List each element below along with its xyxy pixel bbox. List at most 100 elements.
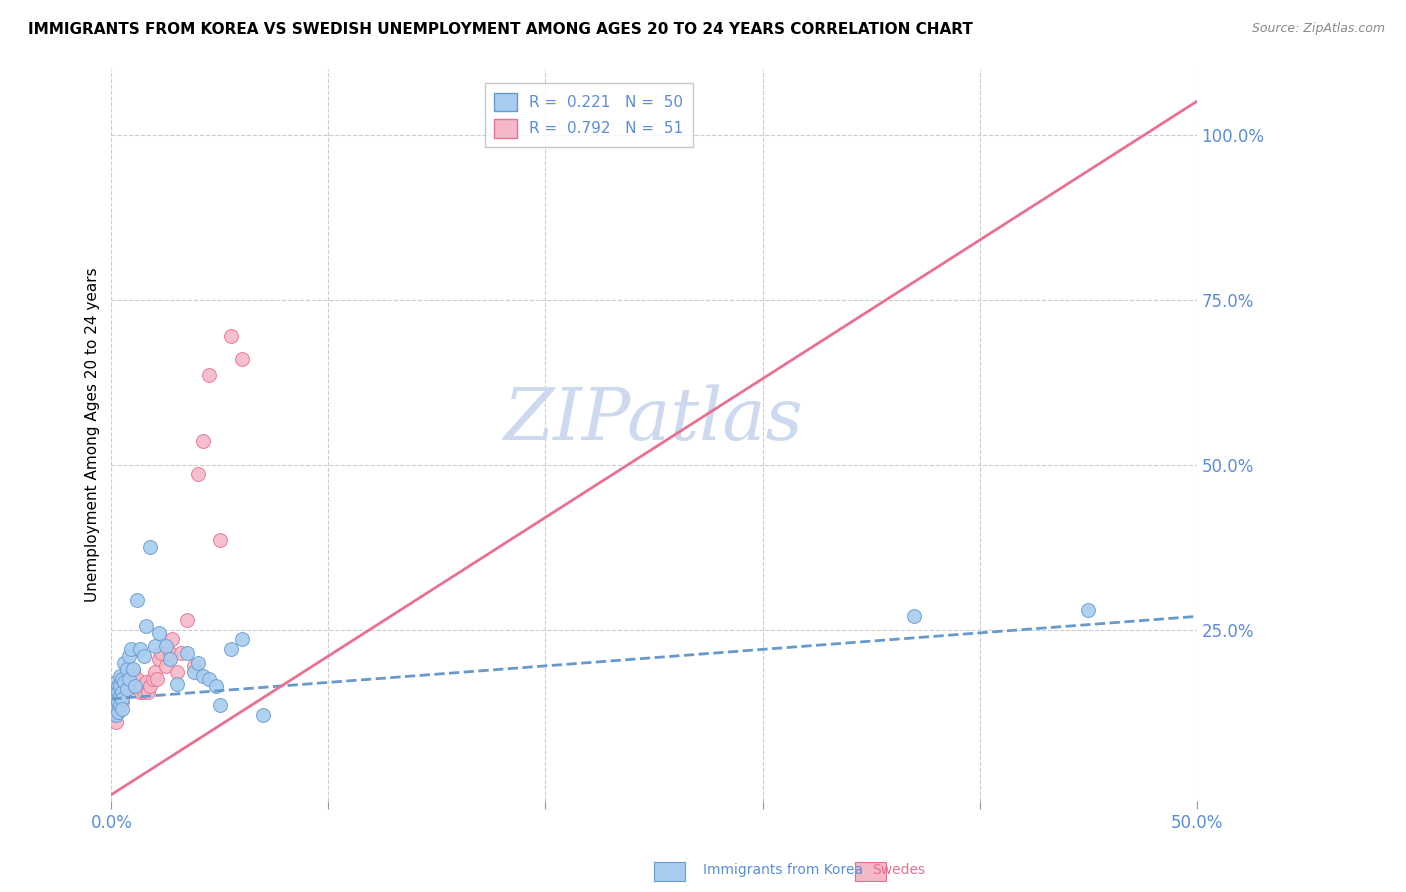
- Point: [208, 698, 231, 713]
- Point: [170, 646, 193, 660]
- Point: [166, 665, 188, 680]
- Point: [120, 642, 142, 657]
- Point: [108, 689, 131, 703]
- Point: [103, 698, 125, 713]
- Text: ZIPatlas: ZIPatlas: [505, 385, 804, 456]
- Point: [187, 656, 209, 670]
- Point: [155, 639, 177, 653]
- Point: [191, 669, 214, 683]
- Point: [231, 632, 253, 647]
- Point: [252, 708, 274, 723]
- Point: [118, 672, 141, 686]
- Point: [104, 708, 127, 723]
- Point: [183, 665, 205, 680]
- Point: [131, 679, 153, 693]
- Point: [103, 708, 125, 723]
- Point: [115, 681, 138, 696]
- Point: [143, 639, 166, 653]
- Point: [114, 656, 136, 670]
- Point: [111, 685, 134, 699]
- Point: [111, 675, 134, 690]
- Point: [107, 679, 129, 693]
- Point: [204, 679, 226, 693]
- Point: [903, 609, 925, 624]
- Point: [183, 659, 205, 673]
- Point: [107, 695, 129, 709]
- Text: Source: ZipAtlas.com: Source: ZipAtlas.com: [1251, 22, 1385, 36]
- Point: [124, 675, 146, 690]
- Point: [146, 672, 169, 686]
- Point: [231, 351, 253, 366]
- Point: [132, 648, 155, 663]
- Point: [135, 619, 157, 633]
- Point: [104, 695, 127, 709]
- Point: [148, 652, 170, 666]
- Point: [142, 672, 165, 686]
- Point: [104, 675, 127, 690]
- Point: [127, 593, 149, 607]
- Point: [166, 676, 188, 690]
- Point: [111, 695, 134, 709]
- Point: [104, 714, 127, 729]
- Point: [176, 613, 198, 627]
- Point: [114, 672, 136, 686]
- Point: [120, 672, 142, 686]
- Point: [139, 540, 162, 554]
- Point: [160, 632, 183, 647]
- Point: [143, 665, 166, 680]
- Point: [118, 662, 141, 676]
- Point: [107, 681, 129, 696]
- Point: [104, 685, 127, 699]
- Point: [103, 692, 125, 706]
- Point: [111, 692, 134, 706]
- Point: [108, 669, 131, 683]
- Point: [219, 642, 242, 657]
- Point: [108, 698, 131, 713]
- Point: [118, 679, 141, 693]
- Point: [127, 672, 149, 686]
- Point: [159, 652, 181, 666]
- Point: [187, 467, 209, 482]
- Point: [115, 669, 138, 683]
- Point: [132, 685, 155, 699]
- Point: [114, 675, 136, 690]
- Point: [122, 662, 145, 676]
- Point: [107, 692, 129, 706]
- Text: IMMIGRANTS FROM KOREA VS SWEDISH UNEMPLOYMENT AMONG AGES 20 TO 24 YEARS CORRELAT: IMMIGRANTS FROM KOREA VS SWEDISH UNEMPLO…: [28, 22, 973, 37]
- Text: Immigrants from Korea: Immigrants from Korea: [703, 863, 863, 877]
- Point: [159, 646, 181, 660]
- Point: [104, 705, 127, 719]
- Point: [108, 698, 131, 713]
- Point: [150, 646, 173, 660]
- Point: [115, 681, 138, 696]
- Point: [108, 689, 131, 703]
- Y-axis label: Unemployment Among Ages 20 to 24 years: Unemployment Among Ages 20 to 24 years: [86, 268, 100, 602]
- Point: [114, 685, 136, 699]
- Point: [219, 329, 242, 343]
- Point: [128, 685, 150, 699]
- Point: [103, 702, 125, 716]
- Text: Swedes: Swedes: [872, 863, 925, 877]
- Point: [122, 665, 145, 680]
- Point: [111, 685, 134, 699]
- Point: [208, 533, 231, 548]
- Point: [108, 679, 131, 693]
- Point: [148, 626, 170, 640]
- Point: [136, 685, 159, 699]
- Point: [111, 702, 134, 716]
- Point: [103, 685, 125, 699]
- Point: [1077, 603, 1099, 617]
- Point: [122, 679, 145, 693]
- Point: [155, 659, 177, 673]
- Point: [128, 642, 150, 657]
- Point: [107, 702, 129, 716]
- Legend: R =  0.221   N =  50, R =  0.792   N =  51: R = 0.221 N = 50, R = 0.792 N = 51: [485, 84, 693, 147]
- Point: [107, 705, 129, 719]
- Point: [118, 648, 141, 663]
- Point: [139, 679, 162, 693]
- Point: [107, 685, 129, 699]
- Point: [124, 679, 146, 693]
- Point: [176, 646, 198, 660]
- Point: [103, 689, 125, 703]
- Point: [104, 685, 127, 699]
